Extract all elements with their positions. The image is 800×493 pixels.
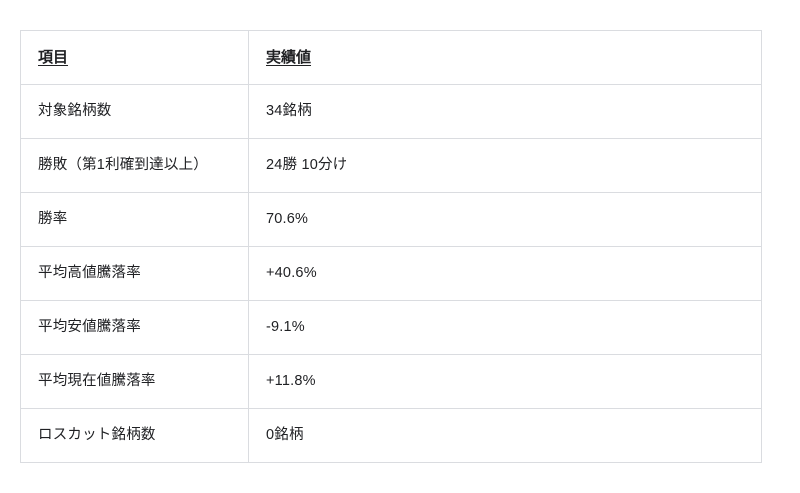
table-row: 平均高値騰落率 +40.6%: [20, 246, 762, 301]
row-value-win-loss: 24勝 10分け: [248, 138, 762, 193]
column-header-item-label: 項目: [38, 48, 69, 66]
row-value-losscut-count: 0銘柄: [248, 408, 762, 463]
row-label-losscut-count: ロスカット銘柄数: [20, 408, 249, 463]
row-value-win-rate: 70.6%: [248, 192, 762, 247]
column-header-value-label: 実績値: [266, 48, 312, 66]
stats-table: 項目 実績値 対象銘柄数 34銘柄 勝敗（第1利確到達以上） 24勝 10分け …: [20, 30, 762, 463]
table-row: 対象銘柄数 34銘柄: [20, 84, 762, 139]
header-row: 項目 実績値: [20, 30, 762, 85]
row-label-win-rate: 勝率: [20, 192, 249, 247]
table-row: 平均現在値騰落率 +11.8%: [20, 354, 762, 409]
row-label-avg-low-change: 平均安値騰落率: [20, 300, 249, 355]
row-value-avg-high-change: +40.6%: [248, 246, 762, 301]
row-value-avg-current-change: +11.8%: [248, 354, 762, 409]
row-label-target-count: 対象銘柄数: [20, 84, 249, 139]
table-row: 勝敗（第1利確到達以上） 24勝 10分け: [20, 138, 762, 193]
table-row: ロスカット銘柄数 0銘柄: [20, 408, 762, 463]
column-header-item: 項目: [20, 30, 249, 85]
row-value-avg-low-change: -9.1%: [248, 300, 762, 355]
column-header-value: 実績値: [248, 30, 762, 85]
table-row: 勝率 70.6%: [20, 192, 762, 247]
row-label-win-loss: 勝敗（第1利確到達以上）: [20, 138, 249, 193]
row-value-target-count: 34銘柄: [248, 84, 762, 139]
table-row: 平均安値騰落率 -9.1%: [20, 300, 762, 355]
table-body: 対象銘柄数 34銘柄 勝敗（第1利確到達以上） 24勝 10分け 勝率 70.6…: [20, 84, 762, 463]
table-header: 項目 実績値: [20, 30, 762, 85]
row-label-avg-current-change: 平均現在値騰落率: [20, 354, 249, 409]
row-label-avg-high-change: 平均高値騰落率: [20, 246, 249, 301]
